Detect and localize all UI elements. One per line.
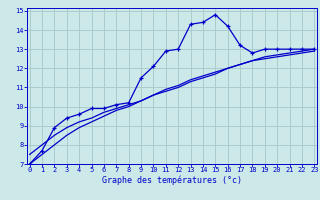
X-axis label: Graphe des températures (°c): Graphe des températures (°c) <box>102 176 242 185</box>
